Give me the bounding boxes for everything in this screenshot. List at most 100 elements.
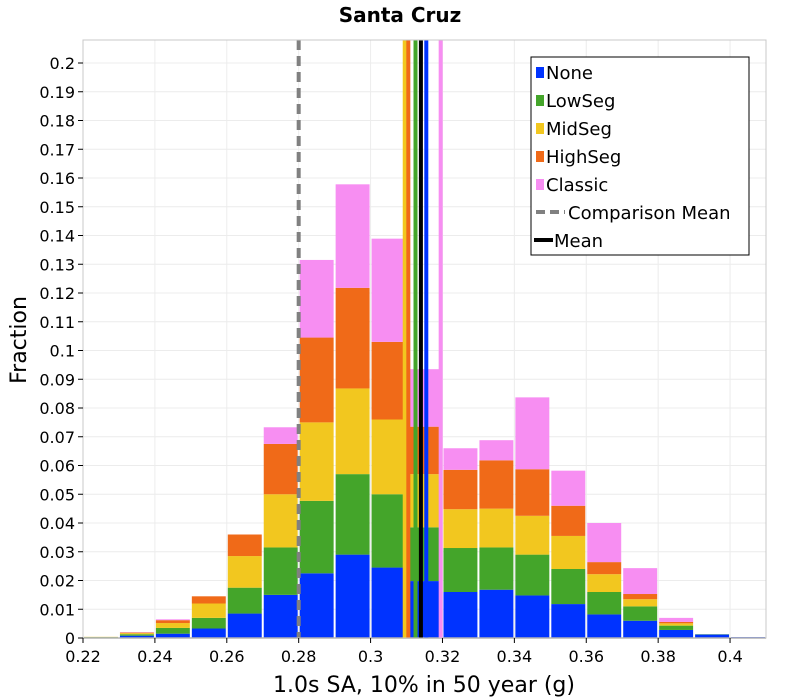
- y-tick-label: 0: [65, 629, 75, 648]
- legend-label: Classic: [546, 175, 608, 196]
- bar-segment-none: [623, 620, 658, 638]
- x-tick-label: 0.26: [209, 647, 245, 666]
- legend-label: MidSeg: [546, 119, 612, 140]
- plot-frame: [82, 39, 767, 639]
- bar-segment-midseg: [443, 509, 478, 549]
- legend-label: Mean: [554, 231, 603, 252]
- y-tick-label: 0.04: [39, 514, 75, 533]
- legend-swatch: [536, 151, 544, 162]
- legend: None LowSeg MidSeg HighSeg Classic Comparison…: [530, 56, 750, 256]
- y-tick-label: 0.13: [39, 255, 75, 274]
- y-tick-label: 0.11: [39, 313, 75, 332]
- bar-segment-none: [227, 613, 262, 638]
- bar-segment-lowseg: [623, 606, 658, 621]
- x-tick-label: 0.32: [425, 647, 461, 666]
- bar-segment-highseg: [443, 469, 478, 510]
- legend-swatch: [536, 95, 544, 106]
- y-tick-label: 0.09: [39, 370, 75, 389]
- bar-segment-lowseg: [191, 617, 226, 629]
- bar-segment-lowseg: [263, 547, 298, 595]
- x-tick-label: 0.36: [568, 647, 604, 666]
- bar-segment-highseg: [155, 620, 190, 624]
- x-axis-label: 1.0s SA, 10% in 50 year (g): [273, 673, 575, 698]
- x-tick-label: 0.28: [281, 647, 317, 666]
- bar-segment-highseg: [587, 562, 622, 575]
- bar-segment-classic: [155, 619, 190, 621]
- legend-label: Comparison Mean: [568, 203, 731, 224]
- y-tick-label: 0.07: [39, 428, 75, 447]
- y-tick-label: 0.01: [39, 600, 75, 619]
- y-axis-label: Fraction: [7, 296, 32, 384]
- bar-segment-midseg: [659, 623, 694, 626]
- bar-segment-lowseg: [479, 547, 514, 590]
- bar-segment-lowseg: [443, 548, 478, 592]
- bar-segment-none: [335, 554, 370, 638]
- bar-segment-none: [659, 629, 694, 638]
- bar-segment-midseg: [335, 388, 370, 475]
- bar-segment-highseg: [515, 469, 550, 516]
- bar-segment-lowseg: [119, 634, 154, 636]
- bar-segment-none: [695, 634, 730, 638]
- bar-segment-midseg: [263, 494, 298, 548]
- bar-segment-lowseg: [371, 494, 406, 568]
- bar-segment-none: [263, 594, 298, 638]
- y-tick-label: 0.18: [39, 112, 75, 131]
- bar-segment-highseg: [263, 443, 298, 495]
- bar-segment-classic: [479, 440, 514, 461]
- chart-title: Santa Cruz: [339, 3, 462, 27]
- bar-segment-midseg: [299, 422, 334, 501]
- bar-segment-highseg: [551, 505, 586, 536]
- bar-segment-midseg: [515, 515, 550, 555]
- bar-segment-classic: [263, 427, 298, 444]
- y-tick-label: 0.03: [39, 543, 75, 562]
- bar-segment-highseg: [335, 287, 370, 389]
- bar-segment-lowseg: [587, 592, 622, 615]
- legend-label: None: [546, 63, 593, 84]
- legend-label: HighSeg: [546, 147, 621, 168]
- bar-segment-midseg: [479, 508, 514, 548]
- bar-segment-highseg: [659, 621, 694, 624]
- y-tick-label: 0.1: [50, 342, 75, 361]
- bar-segment-highseg: [119, 632, 154, 634]
- y-tick-label: 0.15: [39, 198, 75, 217]
- x-tick-label: 0.34: [497, 647, 533, 666]
- bar-segment-lowseg: [227, 587, 262, 614]
- bar-segment-midseg: [587, 574, 622, 592]
- bar-segment-classic: [371, 238, 406, 342]
- y-tick-label: 0.06: [39, 457, 75, 476]
- y-tick-label: 0.2: [50, 54, 75, 73]
- bar-segment-midseg: [191, 603, 226, 618]
- bar-segment-lowseg: [155, 627, 190, 634]
- bar-segment-highseg: [623, 594, 658, 600]
- bar-segment-lowseg: [299, 500, 334, 574]
- y-tick-label: 0.02: [39, 572, 75, 591]
- bar-segment-highseg: [371, 341, 406, 420]
- bar-segment-classic: [659, 617, 694, 622]
- bar-segment-midseg: [371, 419, 406, 495]
- bar-segment-lowseg: [515, 554, 550, 596]
- bar-segment-highseg: [479, 460, 514, 509]
- bar-segment-none: [191, 628, 226, 638]
- bar-segment-classic: [515, 397, 550, 470]
- bar-segment-lowseg: [335, 474, 370, 555]
- legend-swatch: [536, 179, 544, 190]
- bar-segment-none: [371, 567, 406, 638]
- y-tick-label: 0.05: [39, 485, 75, 504]
- x-tick-label: 0.38: [640, 647, 676, 666]
- bar-segment-none: [479, 589, 514, 638]
- legend-box: [530, 56, 750, 256]
- x-tick-label: 0.3: [358, 647, 383, 666]
- mean-lines: [296, 40, 443, 638]
- y-tick-label: 0.14: [39, 227, 75, 246]
- bar-segment-midseg: [551, 535, 586, 569]
- bar-segment-none: [299, 573, 334, 638]
- bar-segment-classic: [335, 184, 370, 288]
- bar-segment-midseg: [155, 623, 190, 628]
- bar-segment-classic: [587, 523, 622, 563]
- legend-label: LowSeg: [546, 91, 615, 112]
- legend-swatch: [536, 123, 544, 134]
- x-tick-label: 0.22: [65, 647, 101, 666]
- y-tick-label: 0.17: [39, 140, 75, 159]
- y-tick-label: 0.19: [39, 83, 75, 102]
- bar-segment-none: [515, 595, 550, 638]
